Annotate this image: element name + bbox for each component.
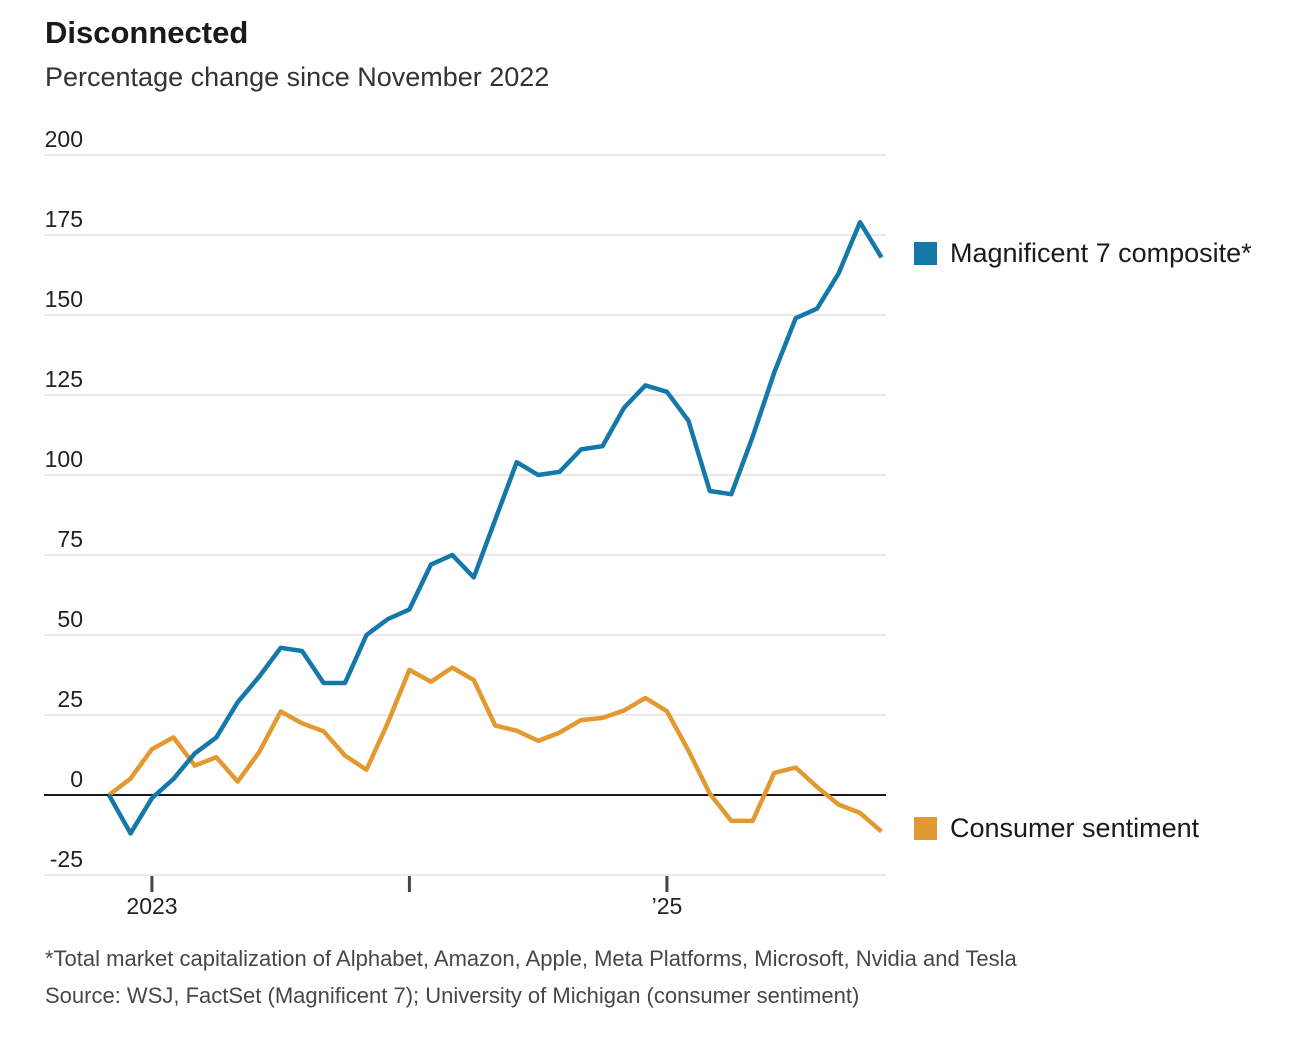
y-axis-label-125: 125 <box>44 366 83 392</box>
legend-label-magnificent-7: Magnificent 7 composite* <box>950 238 1252 268</box>
x-axis-label-2023: 2023 <box>126 893 178 919</box>
y-axis-label-150: 150 <box>44 286 83 312</box>
y-axis-label-25: 25 <box>57 686 83 712</box>
y-axis-label-50: 50 <box>57 606 83 632</box>
legend-swatch-blue <box>914 241 937 265</box>
legend-swatch-orange <box>914 816 937 840</box>
chart-subtitle: Percentage change since November 2022 <box>45 62 550 92</box>
legend-item-consumer-sentiment: Consumer sentiment <box>914 813 1199 843</box>
legend-item-magnificent-7: Magnificent 7 composite* <box>914 238 1252 268</box>
series-line-magnificent-7-composite <box>107 219 884 836</box>
y-axis-label-200: 200 <box>44 126 83 152</box>
series-line-consumer-sentiment <box>107 665 883 834</box>
footnote: *Total market capitalization of Alphabet… <box>45 946 1017 971</box>
y-axis-label-0: 0 <box>70 766 83 792</box>
y-axis-label-175: 175 <box>44 206 83 232</box>
y-axis-label-100: 100 <box>44 446 83 472</box>
source-attribution: Source: WSJ, FactSet (Magnificent 7); Un… <box>45 983 860 1008</box>
y-axis-label-neg25: -25 <box>49 846 83 872</box>
legend-label-consumer-sentiment: Consumer sentiment <box>950 813 1200 843</box>
x-axis-label-25: ’25 <box>651 893 683 919</box>
chart-title: Disconnected <box>45 15 249 50</box>
y-axis-label-75: 75 <box>57 526 83 552</box>
